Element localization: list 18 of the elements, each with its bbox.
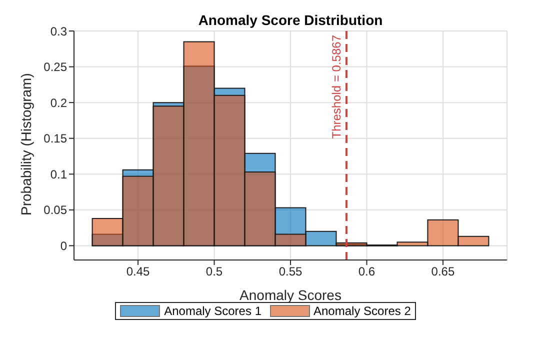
legend-label: Anomaly Scores 2 <box>314 304 411 318</box>
y-tick-label: 0.15 <box>44 132 68 146</box>
y-tick-label: 0.2 <box>50 96 68 110</box>
ref-line-label: Threshold = 0.5867 <box>329 34 344 139</box>
y-tick-label: 0.05 <box>44 203 68 218</box>
x-tick-label: 0.6 <box>358 264 376 279</box>
x-tick-label: 0.55 <box>278 264 302 279</box>
x-tick-label: 0.5 <box>206 264 223 279</box>
y-tick-label: 0.25 <box>44 60 68 74</box>
x-tick-label: 0.65 <box>431 264 455 279</box>
y-tick-label: 0.3 <box>50 24 68 38</box>
legend-label: Anomaly Scores 1 <box>164 304 262 318</box>
y-tick-label: 0.1 <box>50 167 68 182</box>
chart-title: Anomaly Score Distribution <box>197 12 384 28</box>
x-tick-label: 0.45 <box>126 264 150 279</box>
y-axis-title: Probability (Histogram) <box>18 73 34 216</box>
x-axis-title: Anomaly Scores <box>240 287 342 303</box>
y-tick-label: 0 <box>60 238 68 253</box>
